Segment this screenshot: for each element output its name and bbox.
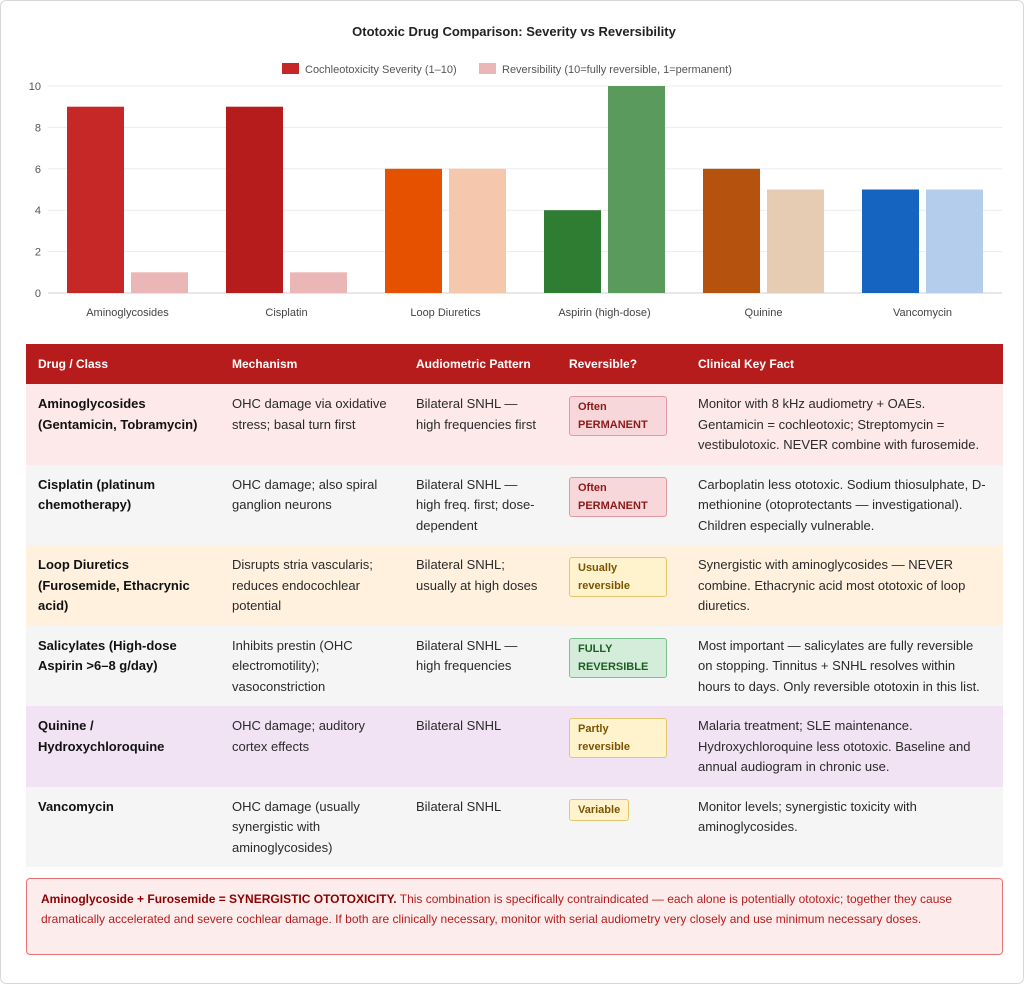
mechanism-cell: Inhibits prestin (OHC electromotility); … xyxy=(220,625,404,706)
bar-severity-3[interactable] xyxy=(544,210,601,293)
pattern-cell: Bilateral SNHL — high frequencies first xyxy=(404,384,557,465)
reversible-cell: Often PERMANENT xyxy=(557,384,686,465)
table-row: Aminoglycosides (Gentamicin, Tobramycin)… xyxy=(26,384,1003,465)
chart-gridlines xyxy=(48,85,1002,294)
y-tick-label: 4 xyxy=(35,205,41,217)
x-tick-label: Vancomycin xyxy=(893,307,952,319)
mechanism-cell: OHC damage; auditory cortex effects xyxy=(220,706,404,787)
bar-severity-4[interactable] xyxy=(703,168,760,293)
bar-reversibility-2[interactable] xyxy=(449,168,506,293)
header-clinical-key-fact: Clinical Key Fact xyxy=(686,344,1003,384)
bar-reversibility-4[interactable] xyxy=(767,189,824,294)
header-mechanism: Mechanism xyxy=(220,344,404,384)
drug-cell: Salicylates (High-dose Aspirin >6–8 g/da… xyxy=(26,625,220,706)
bar-severity-5[interactable] xyxy=(862,189,919,294)
x-axis-ticks: Aminoglycosides Cisplatin Loop Diuretics As… xyxy=(86,307,952,319)
bar-severity-2[interactable] xyxy=(385,168,442,293)
header-audiometric-pattern: Audiometric Pattern xyxy=(404,344,557,384)
bar-reversibility-3[interactable] xyxy=(608,86,665,293)
warning-text: This combination is specifically contrai… xyxy=(41,892,953,926)
pattern-cell: Bilateral SNHL — high frequencies xyxy=(404,625,557,706)
reversible-cell: Often PERMANENT xyxy=(557,464,686,545)
reversible-cell: Variable xyxy=(557,786,686,867)
ototoxic-drug-table: Drug / Class Mechanism Audiometric Patte… xyxy=(26,344,1003,867)
pattern-cell: Bilateral SNHL xyxy=(404,786,557,867)
fact-cell: Most important — salicylates are fully r… xyxy=(686,625,1003,706)
drug-cell: Cisplatin (platinum chemotherapy) xyxy=(26,464,220,545)
legend-label-1[interactable]: Cochleotoxicity Severity (1–10) xyxy=(305,64,457,76)
reversibility-badge: Variable xyxy=(569,798,630,821)
y-tick-label: 6 xyxy=(35,164,41,176)
pattern-cell: Bilateral SNHL — high freq. first; dose-… xyxy=(404,464,557,545)
header-drug-class: Drug / Class xyxy=(26,344,220,384)
y-tick-label: 10 xyxy=(29,81,41,93)
x-tick-label: Loop Diuretics xyxy=(410,307,481,319)
x-tick-label: Aminoglycosides xyxy=(86,307,169,319)
drug-cell: Vancomycin xyxy=(26,786,220,867)
header-reversible: Reversible? xyxy=(557,344,686,384)
mechanism-cell: OHC damage; also spiral ganglion neurons xyxy=(220,464,404,545)
mechanism-cell: OHC damage via oxidative stress; basal t… xyxy=(220,384,404,465)
legend-swatch-1[interactable] xyxy=(282,63,299,74)
reversibility-badge: FULLY REVERSIBLE xyxy=(569,637,667,678)
reversible-cell: Partly reversible xyxy=(557,706,686,787)
y-tick-label: 0 xyxy=(35,288,41,300)
warning-heading: Aminoglycoside + Furosemide = SYNERGISTI… xyxy=(41,892,397,906)
reversible-cell: FULLY REVERSIBLE xyxy=(557,625,686,706)
table-row: Loop Diuretics (Furosemide, Ethacrynic a… xyxy=(26,545,1003,626)
bar-reversibility-5[interactable] xyxy=(926,189,983,294)
bar-reversibility-1[interactable] xyxy=(290,272,347,293)
table-row: Vancomycin OHC damage (usually synergist… xyxy=(26,786,1003,867)
bar-reversibility-0[interactable] xyxy=(131,272,188,293)
reversibility-badge: Often PERMANENT xyxy=(569,476,667,517)
chart-bars xyxy=(67,86,983,293)
severity-reversibility-chart: Ototoxic Drug Comparison: Severity vs Re… xyxy=(29,24,1002,319)
fact-cell: Monitor levels; synergistic toxicity wit… xyxy=(686,786,1003,867)
drug-cell: Quinine / Hydroxychloroquine xyxy=(26,706,220,787)
chart-legend: Cochleotoxicity Severity (1–10) Reversibi… xyxy=(282,63,732,76)
fact-cell: Carboplatin less ototoxic. Sodium thiosu… xyxy=(686,464,1003,545)
reversibility-badge: Partly reversible xyxy=(569,718,667,758)
fact-cell: Malaria treatment; SLE maintenance. Hydr… xyxy=(686,706,1003,787)
table-row: Quinine / Hydroxychloroquine OHC damage;… xyxy=(26,706,1003,787)
bar-severity-1[interactable] xyxy=(226,106,283,293)
mechanism-cell: OHC damage (usually synergistic with ami… xyxy=(220,786,404,867)
reversible-cell: Usually reversible xyxy=(557,545,686,626)
reversibility-badge: Usually reversible xyxy=(569,557,667,597)
fact-cell: Monitor with 8 kHz audiometry + OAEs. Ge… xyxy=(686,384,1003,465)
table-row: Cisplatin (platinum chemotherapy) OHC da… xyxy=(26,464,1003,545)
legend-label-2[interactable]: Reversibility (10=fully reversible, 1=pe… xyxy=(502,64,732,76)
bar-severity-0[interactable] xyxy=(67,106,124,293)
table-header-row: Drug / Class Mechanism Audiometric Patte… xyxy=(26,344,1003,384)
reversibility-badge: Often PERMANENT xyxy=(569,396,667,436)
table-row: Salicylates (High-dose Aspirin >6–8 g/da… xyxy=(26,625,1003,706)
legend-swatch-2[interactable] xyxy=(479,63,496,74)
mechanism-cell: Disrupts stria vascularis; reduces endoc… xyxy=(220,545,404,626)
pattern-cell: Bilateral SNHL; usually at high doses xyxy=(404,545,557,626)
drug-cell: Loop Diuretics (Furosemide, Ethacrynic a… xyxy=(26,545,220,626)
x-tick-label: Quinine xyxy=(745,307,783,319)
synergy-warning-box: Aminoglycoside + Furosemide = SYNERGISTI… xyxy=(26,878,1003,955)
y-axis-ticks: 0 2 4 6 8 10 xyxy=(29,81,41,300)
x-tick-label: Cisplatin xyxy=(265,307,307,319)
y-tick-label: 8 xyxy=(35,122,41,134)
y-tick-label: 2 xyxy=(35,247,41,259)
drug-cell: Aminoglycosides (Gentamicin, Tobramycin) xyxy=(26,384,220,465)
fact-cell: Synergistic with aminoglycosides — NEVER… xyxy=(686,545,1003,626)
chart-title: Ototoxic Drug Comparison: Severity vs Re… xyxy=(352,24,676,39)
pattern-cell: Bilateral SNHL xyxy=(404,706,557,787)
x-tick-label: Aspirin (high-dose) xyxy=(558,307,650,319)
